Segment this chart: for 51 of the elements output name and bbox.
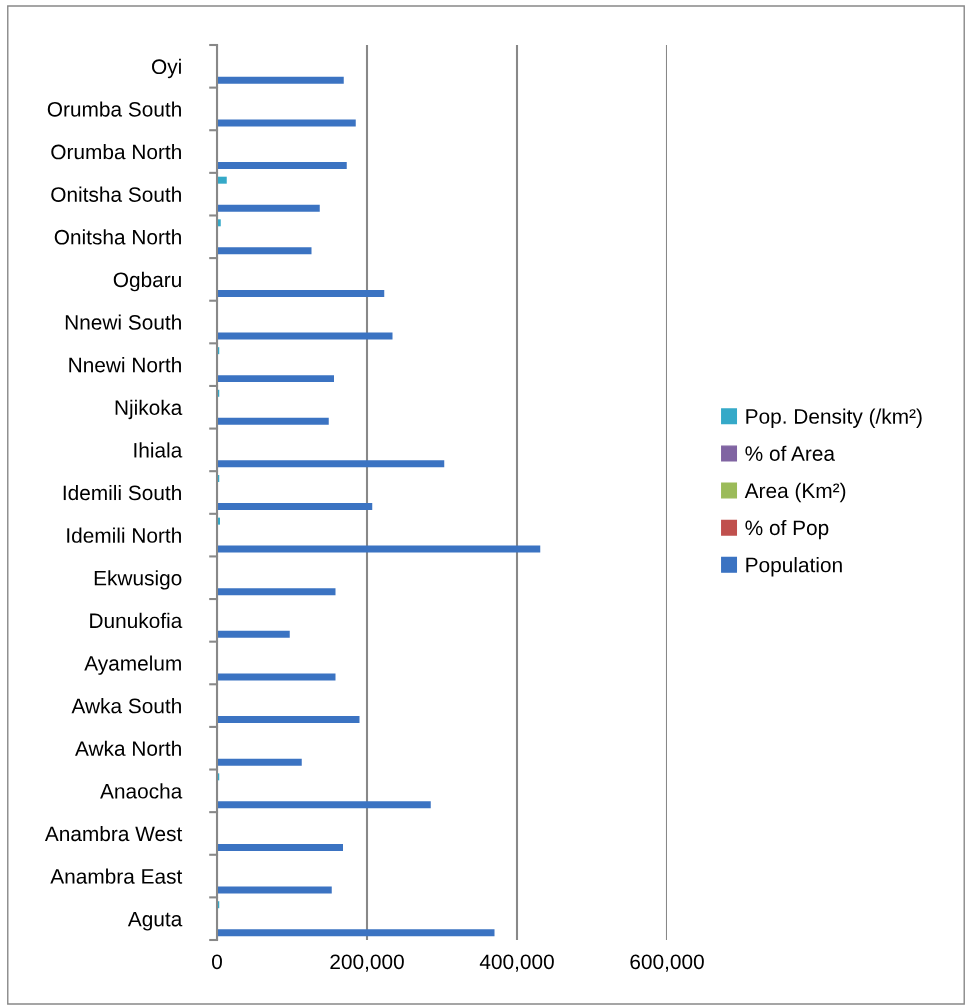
y-tick-label: Orumba North: [51, 144, 181, 160]
bar: [217, 545, 541, 553]
y-tick-label: Awka South: [71, 698, 181, 714]
legend-label: Area (Km²): [744, 482, 846, 503]
x-tick-label: 600,000: [630, 954, 704, 972]
y-tick-label: Orumba South: [47, 101, 181, 117]
bar: [217, 176, 227, 184]
y-tick-label: Ekwusigo: [94, 570, 182, 590]
y-tick-label: Ogbaru: [113, 271, 181, 292]
y-tick-label: Ayamelum: [84, 655, 181, 675]
y-tick-label: Ihiala: [134, 442, 183, 458]
bar: [217, 801, 431, 809]
bar: [217, 716, 360, 724]
bar: [217, 886, 332, 894]
bar: [217, 460, 445, 468]
bar: [217, 247, 312, 255]
bar: [217, 119, 356, 127]
y-tick-label: Onitsha South: [51, 186, 181, 202]
y-tick-label: Idemili North: [67, 527, 181, 543]
x-tick-label: 400,000: [479, 954, 554, 972]
legend-label: Population: [746, 557, 842, 577]
y-tick-label: Njikoka: [115, 399, 183, 420]
bar: [217, 673, 336, 681]
bar: [217, 204, 320, 212]
bar: [217, 929, 495, 937]
x-tick-label: 0: [212, 954, 222, 970]
y-tick-label: Idemili South: [63, 484, 181, 501]
bar: [217, 375, 334, 383]
y-tick-label: Dunukofia: [90, 612, 183, 629]
bar: [217, 758, 302, 766]
y-tick-label: Anaocha: [100, 783, 183, 799]
bar: [217, 162, 347, 170]
bar: [217, 588, 336, 596]
legend-label: % of Area: [745, 445, 835, 461]
y-tick-label: Anambra East: [50, 868, 183, 884]
bar: [217, 843, 343, 851]
bar: [217, 502, 373, 510]
bar: [217, 630, 290, 638]
y-tick-label: Nnewi North: [69, 357, 181, 373]
y-tick-label: Awka North: [75, 740, 181, 756]
legend-label: % of Pop: [745, 519, 829, 540]
y-tick-label: Aguta: [127, 911, 183, 931]
y-tick-label: Onitsha North: [54, 229, 181, 245]
bar: [217, 417, 329, 425]
bar: [217, 76, 344, 84]
y-tick-label: Nnewi South: [65, 314, 181, 330]
x-tick-label: 200,000: [330, 954, 404, 972]
y-tick-label: Oyi: [152, 58, 181, 79]
bar: [217, 289, 385, 297]
y-tick-label: Anambra West: [44, 825, 183, 842]
legend-label: Pop. Density (/km²): [746, 408, 922, 428]
